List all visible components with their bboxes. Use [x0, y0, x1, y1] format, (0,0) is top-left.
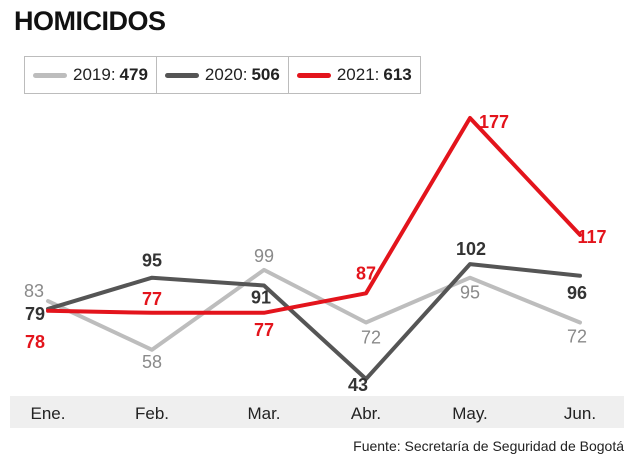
legend-swatch-2019	[33, 72, 67, 78]
data-label-2020: 95	[142, 251, 162, 271]
data-label-2020: 102	[456, 239, 486, 259]
data-label-2019: 95	[460, 283, 480, 303]
data-label-2019: 58	[142, 352, 162, 372]
legend-year-2021: 2021:	[336, 65, 380, 84]
x-tick-label: Ene.	[31, 404, 66, 423]
data-label-2021: 77	[142, 289, 162, 309]
data-label-2021: 177	[479, 112, 509, 132]
series-line-2021	[46, 116, 582, 315]
data-label-2019: 72	[361, 328, 381, 348]
data-label-2021: 87	[356, 263, 376, 283]
data-label-2020: 79	[25, 304, 45, 324]
data-label-2019: 83	[24, 281, 44, 301]
data-label-2020: 43	[348, 375, 368, 395]
x-tick-label: Abr.	[351, 404, 381, 423]
x-tick-label: Jun.	[564, 404, 596, 423]
series-line-2020	[46, 262, 582, 381]
x-axis-band	[10, 396, 624, 428]
data-label-2020: 96	[567, 283, 587, 303]
legend-swatch-2021	[296, 72, 331, 78]
legend-year-2019: 2019:	[73, 65, 116, 84]
x-tick-label: Feb.	[135, 404, 169, 423]
data-label-2019: 99	[254, 246, 274, 266]
source-note: Fuente: Secretaría de Seguridad de Bogot…	[353, 438, 624, 454]
legend-total-2020: 506	[251, 65, 280, 84]
data-label-2021: 77	[254, 320, 274, 340]
data-label-2021: 117	[577, 227, 606, 247]
data-label-2020: 91	[251, 288, 271, 308]
legend-item-2019: 2019: 479	[25, 57, 157, 93]
legend-total-2021: 613	[383, 65, 412, 84]
data-label-2021: 78	[25, 332, 45, 352]
legend-year-2020: 2020:	[204, 65, 248, 84]
legend-swatch-2020	[164, 72, 199, 78]
legend-item-2020: 2020: 506	[157, 57, 289, 93]
legend-total-2019: 479	[119, 65, 148, 84]
data-label-2019: 72	[567, 327, 587, 347]
legend: 2019: 479 2020: 506 2021: 613	[24, 56, 421, 94]
x-tick-label: Mar.	[247, 404, 280, 423]
series-line-2019	[46, 267, 582, 352]
chart-title: HOMICIDOS	[14, 6, 166, 36]
x-tick-label: May.	[452, 404, 488, 423]
legend-item-2021: 2021: 613	[289, 57, 420, 93]
